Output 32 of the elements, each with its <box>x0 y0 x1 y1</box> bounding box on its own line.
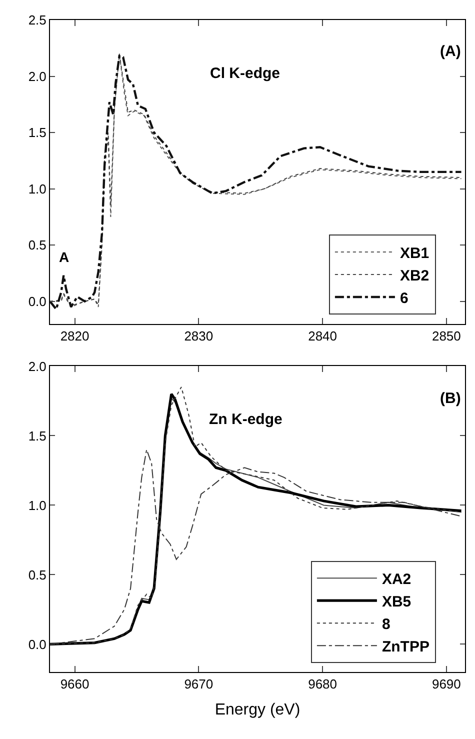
legend-label: ZnTPP <box>382 638 430 656</box>
annotation: (B) <box>440 390 461 407</box>
legend-label: 8 <box>382 616 390 633</box>
x-tick-label: 9660 <box>60 676 90 692</box>
x-tick-label: 9690 <box>432 676 461 692</box>
y-tick-label: 1.5 <box>28 428 46 444</box>
text: Cl K-edge <box>210 65 280 82</box>
y-tick-label: 1.0 <box>28 181 46 196</box>
x-tick-label: 9670 <box>184 676 214 692</box>
legend-label: XB5 <box>382 593 412 610</box>
y-tick-label: 1.5 <box>28 125 46 140</box>
legend-label: XB1 <box>400 244 430 262</box>
annotation: A <box>59 249 70 265</box>
y-tick-label: 0.0 <box>28 294 46 309</box>
annotation: (A) <box>440 43 461 60</box>
x-tick-label: 2840 <box>308 328 337 344</box>
text: Zn K-edge <box>209 411 282 428</box>
legend-label: 6 <box>400 290 408 307</box>
y-tick-label: 2.0 <box>28 68 46 84</box>
y-tick-label: 0.5 <box>28 567 46 582</box>
y-tick-label: 0.0 <box>28 636 46 652</box>
y-tick-label: 0.5 <box>28 238 46 253</box>
x-tick-label: 9680 <box>308 676 337 692</box>
legend-label: XB2 <box>400 267 430 284</box>
x-tick-label: 2830 <box>184 328 214 344</box>
y-tick-label: 1.0 <box>28 498 46 513</box>
x-tick-label: 2820 <box>60 328 90 344</box>
x-axis-title: Energy (eV) <box>214 701 300 718</box>
y-tick-label: 2.5 <box>28 12 46 28</box>
legend-label: XA2 <box>382 570 412 588</box>
y-tick-label: 2.0 <box>28 358 46 374</box>
x-tick-label: 2850 <box>432 328 461 344</box>
